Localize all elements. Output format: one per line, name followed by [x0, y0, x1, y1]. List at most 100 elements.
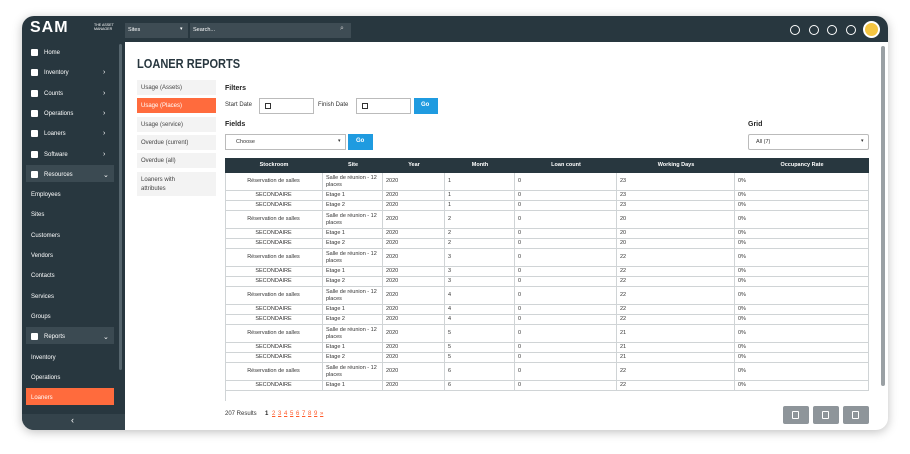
filters-title: Filters: [225, 85, 247, 92]
grid-select[interactable]: [748, 134, 869, 150]
action-button[interactable]: [813, 406, 839, 424]
sidebar-item[interactable]: Loaners: [44, 131, 66, 138]
table-cell: 6: [445, 381, 515, 391]
sidebar-item[interactable]: Services: [31, 293, 55, 300]
table-cell: 5: [445, 325, 515, 343]
sidebar-icon: [31, 170, 38, 178]
table-cell: SECONDAIRE: [225, 277, 323, 287]
sidebar-chevron: ⌄: [103, 334, 109, 342]
header-cell: Month: [471, 162, 489, 168]
page-link[interactable]: 1: [265, 411, 269, 417]
sidebar-item[interactable]: Software: [44, 151, 68, 158]
table-cell: SECONDAIRE: [225, 201, 323, 211]
report-tab[interactable]: [137, 116, 216, 132]
page-link[interactable]: 9: [314, 411, 318, 417]
action-button[interactable]: [783, 406, 809, 424]
table-body-border: [225, 173, 226, 401]
user-avatar[interactable]: [863, 21, 880, 38]
report-tab[interactable]: [137, 80, 216, 95]
table-cell: Salle de réunion - 12 places: [323, 173, 383, 191]
table-cell: 5: [445, 343, 515, 353]
content-scrollbar: [881, 46, 885, 386]
table-cell: SECONDAIRE: [225, 353, 323, 363]
sidebar-item[interactable]: Operations: [44, 110, 74, 117]
sidebar-item[interactable]: Contacts: [31, 273, 55, 280]
report-tab[interactable]: [137, 98, 216, 114]
table-cell: 0%: [735, 353, 869, 363]
sidebar-item[interactable]: Resources: [44, 171, 73, 178]
sidebar-item[interactable]: Counts: [44, 90, 64, 97]
calendar-icon: [265, 103, 271, 109]
sidebar-item[interactable]: Inventory: [31, 354, 56, 361]
sidebar-icon: [31, 89, 38, 97]
action-button[interactable]: [843, 406, 869, 424]
top-icon[interactable]: [809, 25, 819, 35]
go-button[interactable]: [348, 134, 373, 150]
sidebar-icon: [31, 150, 38, 158]
table-cell: 22: [617, 363, 735, 381]
table-cell: 0: [515, 287, 617, 305]
report-tab[interactable]: [137, 153, 216, 169]
sidebar-item[interactable]: Sites: [31, 212, 45, 219]
sidebar-item[interactable]: Loaners: [31, 395, 53, 402]
report-tab[interactable]: [137, 134, 216, 150]
start-label: Start Date: [225, 102, 253, 108]
table-cell: 0%: [735, 173, 869, 191]
site-select[interactable]: [125, 23, 188, 38]
table-cell: 0: [515, 315, 617, 325]
sidebar-icon: [31, 109, 38, 117]
sidebar-item[interactable]: Inventory: [44, 70, 69, 77]
table-cell: 1: [445, 201, 515, 211]
start-input[interactable]: [259, 98, 314, 114]
sidebar-item[interactable]: Reports: [44, 334, 66, 341]
page-link[interactable]: »: [320, 411, 324, 417]
page-link[interactable]: 6: [296, 411, 300, 417]
sidebar-item[interactable]: Groups: [31, 313, 51, 320]
table-cell: 0: [515, 267, 617, 277]
sidebar-item[interactable]: Operations: [31, 374, 61, 381]
table-cell: SECONDAIRE: [225, 191, 323, 201]
table-cell: 2020: [383, 249, 445, 267]
top-icon[interactable]: [827, 25, 837, 35]
page-link[interactable]: 3: [278, 411, 282, 417]
finish-input[interactable]: [356, 98, 411, 114]
header-cell: Site: [347, 162, 359, 168]
table-cell: Etage 1: [323, 381, 383, 391]
report-tab-label: Overdue (all): [141, 158, 176, 165]
report-tab[interactable]: [137, 171, 216, 196]
sidebar-icon: [31, 130, 38, 138]
table-cell: 0%: [735, 325, 869, 343]
table-cell: 2020: [383, 277, 445, 287]
table-cell: 2020: [383, 191, 445, 201]
top-icon[interactable]: [790, 25, 800, 35]
sidebar-item[interactable]: Customers: [31, 232, 61, 239]
table-cell: 4: [445, 287, 515, 305]
table-cell: 2020: [383, 315, 445, 325]
sidebar-item[interactable]: Home: [44, 50, 61, 56]
table-cell: 21: [617, 353, 735, 363]
sidebar-item[interactable]: Employees: [31, 192, 61, 199]
table-cell: 23: [617, 191, 735, 201]
page-link[interactable]: 8: [308, 411, 312, 417]
go-button[interactable]: [414, 98, 438, 114]
sidebar-collapse[interactable]: [22, 414, 125, 430]
table-cell: Réservation de salles: [225, 363, 323, 381]
page-link[interactable]: 5: [290, 411, 294, 417]
page-link[interactable]: 4: [284, 411, 288, 417]
sidebar-item[interactable]: Vendors: [31, 253, 54, 259]
sidebar-icon: [31, 333, 38, 341]
table-cell: Réservation de salles: [225, 249, 323, 267]
fields-select[interactable]: [225, 134, 346, 150]
page-link[interactable]: 2: [272, 411, 276, 417]
table-header: [225, 158, 869, 173]
table-cell: 2020: [383, 201, 445, 211]
top-icon[interactable]: [846, 25, 856, 35]
page-link[interactable]: 7: [302, 411, 306, 417]
table-cell: 0%: [735, 305, 869, 315]
table-cell: 20: [617, 239, 735, 249]
table-cell: 4: [445, 315, 515, 325]
search-input[interactable]: [190, 23, 351, 38]
table-cell: 2: [445, 229, 515, 239]
table-cell: Réservation de salles: [225, 325, 323, 343]
